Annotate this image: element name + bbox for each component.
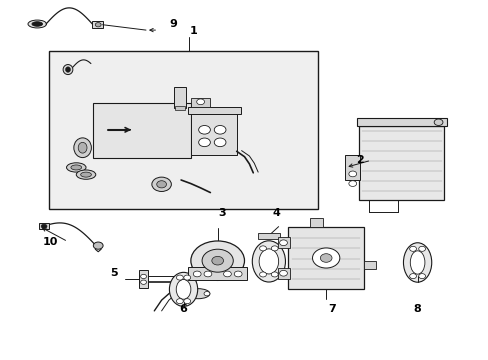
Ellipse shape (66, 163, 86, 172)
Bar (49, 51, 317, 209)
Circle shape (418, 274, 425, 279)
Bar (188, 267, 246, 280)
Circle shape (312, 248, 339, 268)
Circle shape (259, 272, 266, 277)
Bar (139, 270, 148, 288)
Circle shape (193, 271, 201, 277)
Circle shape (271, 246, 278, 251)
Circle shape (409, 246, 416, 251)
Circle shape (198, 138, 210, 147)
Circle shape (183, 299, 190, 304)
Circle shape (93, 242, 103, 249)
Circle shape (202, 249, 233, 272)
Circle shape (259, 246, 266, 251)
Bar (258, 233, 279, 239)
Circle shape (141, 280, 146, 284)
Circle shape (176, 299, 183, 304)
Ellipse shape (252, 241, 285, 282)
Bar (190, 98, 210, 107)
Bar (363, 261, 375, 269)
Bar (277, 268, 289, 279)
Bar (173, 87, 185, 108)
Circle shape (183, 275, 190, 280)
Ellipse shape (169, 273, 197, 306)
Bar (288, 226, 363, 289)
Circle shape (186, 292, 192, 296)
Ellipse shape (71, 165, 81, 170)
Ellipse shape (28, 20, 46, 28)
Circle shape (203, 271, 211, 277)
Bar (277, 237, 289, 248)
Circle shape (320, 254, 331, 262)
Circle shape (409, 274, 416, 279)
Bar (345, 155, 359, 180)
Circle shape (214, 138, 225, 147)
Circle shape (198, 126, 210, 134)
Circle shape (433, 119, 442, 126)
Text: 7: 7 (328, 304, 335, 314)
Circle shape (348, 171, 356, 177)
Ellipse shape (63, 64, 73, 75)
Ellipse shape (74, 138, 91, 158)
Ellipse shape (32, 22, 42, 26)
Bar (188, 107, 241, 114)
Text: 8: 8 (413, 304, 421, 314)
Text: 6: 6 (179, 304, 187, 314)
Circle shape (141, 274, 146, 279)
Bar (175, 107, 184, 110)
Circle shape (279, 240, 287, 246)
Ellipse shape (186, 289, 209, 299)
Circle shape (176, 275, 183, 280)
Text: 10: 10 (43, 237, 58, 247)
Bar (93, 103, 190, 158)
Circle shape (418, 246, 425, 251)
Circle shape (234, 271, 242, 277)
Text: 5: 5 (110, 268, 118, 278)
Circle shape (203, 292, 209, 296)
Circle shape (157, 181, 166, 188)
Circle shape (279, 270, 287, 276)
Ellipse shape (76, 170, 96, 179)
Ellipse shape (259, 249, 278, 274)
Text: 2: 2 (355, 155, 363, 165)
Bar (356, 118, 446, 126)
Circle shape (196, 99, 204, 105)
Ellipse shape (409, 251, 424, 274)
Bar (92, 22, 102, 28)
Circle shape (95, 23, 101, 27)
Bar (190, 114, 237, 155)
Ellipse shape (176, 279, 190, 299)
Text: 3: 3 (218, 208, 226, 218)
Circle shape (214, 126, 225, 134)
Text: 9: 9 (168, 19, 177, 29)
Text: 1: 1 (189, 26, 197, 36)
Bar (358, 126, 444, 200)
Ellipse shape (65, 67, 70, 72)
Circle shape (271, 272, 278, 277)
Text: 4: 4 (272, 208, 280, 218)
Ellipse shape (81, 172, 91, 177)
Bar (310, 218, 322, 226)
Circle shape (348, 181, 356, 186)
Circle shape (41, 224, 47, 228)
Bar (39, 223, 49, 229)
Circle shape (223, 271, 231, 277)
Ellipse shape (78, 142, 87, 153)
Circle shape (211, 256, 223, 265)
Ellipse shape (403, 243, 431, 282)
Circle shape (152, 177, 171, 192)
Circle shape (190, 241, 244, 280)
